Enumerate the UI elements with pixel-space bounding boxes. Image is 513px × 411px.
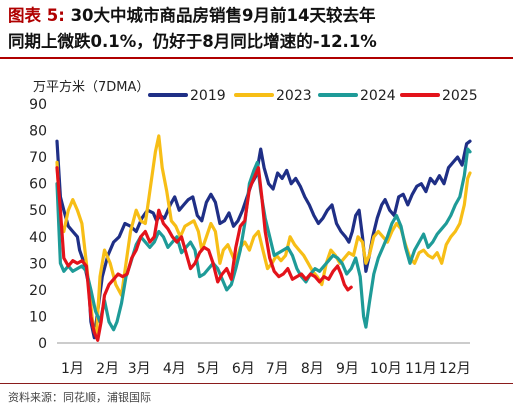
title-divider — [0, 57, 513, 59]
y-axis-unit-label: 万平方米（7DMA） — [33, 80, 150, 95]
footer-divider — [0, 383, 513, 384]
x-tick-label: 7月 — [266, 361, 289, 377]
chart-series-lines — [55, 134, 472, 342]
x-tick-label: 3月 — [128, 361, 151, 377]
legend-label-2025: 2025 — [442, 88, 478, 104]
legend-label-2024: 2024 — [360, 88, 396, 104]
title-line-1: 30大中城市商品房销售9月前14天较去年 — [70, 6, 376, 25]
y-tick-label: 60 — [29, 177, 47, 193]
series-line-2024 — [55, 147, 472, 332]
x-tick-label: 8月 — [301, 361, 324, 377]
y-tick-label: 50 — [29, 203, 47, 219]
x-tick-label: 5月 — [197, 361, 220, 377]
x-tick-label: 9月 — [336, 361, 359, 377]
y-tick-label: 20 — [29, 283, 47, 299]
chart-axes: 0 10 20 30 40 50 60 70 80 90 1月 2月 3月 4月 5月 6月 7月 8月 9月 10月… — [29, 97, 471, 377]
x-tick-label: 4月 — [163, 361, 186, 377]
x-tick-label: 11月 — [405, 361, 437, 377]
x-tick-label: 2月 — [96, 361, 119, 377]
x-tick-label: 12月 — [439, 361, 471, 377]
y-tick-label: 90 — [29, 97, 47, 113]
y-tick-label: 70 — [29, 150, 47, 166]
source-note: 资料来源：同花顺，浦银国际 — [8, 391, 151, 404]
title-line-2: 同期上微跌0.1%，仍好于8月同比增速的-12.1% — [8, 32, 377, 51]
chart-title: 图表 5: 30大中城市商品房销售9月前14天较去年 同期上微跌0.1%，仍好于… — [8, 3, 508, 55]
y-tick-label: 40 — [29, 230, 47, 246]
legend-label-2019: 2019 — [190, 88, 226, 104]
x-tick-label: 10月 — [370, 361, 402, 377]
y-tick-label: 10 — [29, 309, 47, 325]
x-tick-label: 6月 — [232, 361, 255, 377]
series-line-2025 — [55, 166, 353, 342]
figure-label: 图表 5: — [8, 6, 65, 25]
chart-legend: 2019 2023 2024 2025 — [148, 88, 478, 104]
series-line-2019 — [55, 139, 472, 340]
y-tick-label: 30 — [29, 256, 47, 272]
y-tick-label: 80 — [29, 124, 47, 140]
y-tick-label: 0 — [38, 336, 47, 352]
legend-label-2023: 2023 — [276, 88, 312, 104]
x-tick-label: 1月 — [61, 361, 84, 377]
